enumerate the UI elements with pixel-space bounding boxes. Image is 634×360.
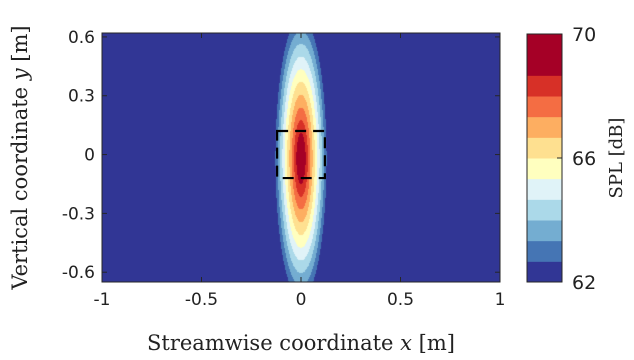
x-tick-label: 0 (296, 290, 307, 310)
y-axis-label: Vertical coordinate y [m] (8, 25, 32, 290)
colorbar-segment (527, 178, 562, 200)
colorbar-segment (527, 261, 562, 283)
colorbar-segment (527, 116, 562, 138)
colorbar-frame (526, 33, 563, 283)
colorbar-ticks: 62 66 70 (557, 24, 596, 294)
plot-frame (101, 32, 501, 283)
heatmap-plot-area (102, 33, 500, 282)
y-tick-label: 0.6 (68, 28, 95, 48)
colorbar-segment (527, 240, 562, 262)
heatmap-field (102, 33, 500, 282)
colorbar-segment (527, 220, 562, 242)
x-tick-label: 0.5 (387, 290, 414, 310)
colorbar-tick-label: 70 (572, 24, 596, 46)
colorbar-segment (527, 137, 562, 159)
dashed-region-box (276, 129, 326, 180)
colorbar-segment (527, 34, 562, 56)
x-tick-label: 1 (495, 290, 506, 310)
x-tick-label: -1 (94, 290, 111, 310)
colorbar-tick-label: 66 (572, 148, 596, 170)
y-tick-label: 0 (84, 146, 95, 166)
x-tick-label: -0.5 (185, 290, 218, 310)
y-tick-label: -0.6 (62, 263, 95, 283)
colorbar-segment (527, 158, 562, 180)
colorbar-segment (527, 75, 562, 97)
y-tick-label: 0.3 (68, 87, 95, 107)
colorbar-tick-label: 62 (572, 272, 596, 294)
x-axis-label: Streamwise coordinate x [m] (147, 331, 455, 355)
y-axis-ticks: -0.6 -0.3 0 0.3 0.6 (62, 28, 500, 283)
x-axis-ticks: -1 -0.5 0 0.5 1 (94, 33, 506, 310)
colorbar-segment (527, 96, 562, 118)
colorbar-label: SPL [dB] (606, 118, 627, 199)
colorbar (527, 34, 562, 283)
colorbar-segment (527, 54, 562, 76)
colorbar-segment (527, 199, 562, 221)
y-tick-label: -0.3 (62, 204, 95, 224)
